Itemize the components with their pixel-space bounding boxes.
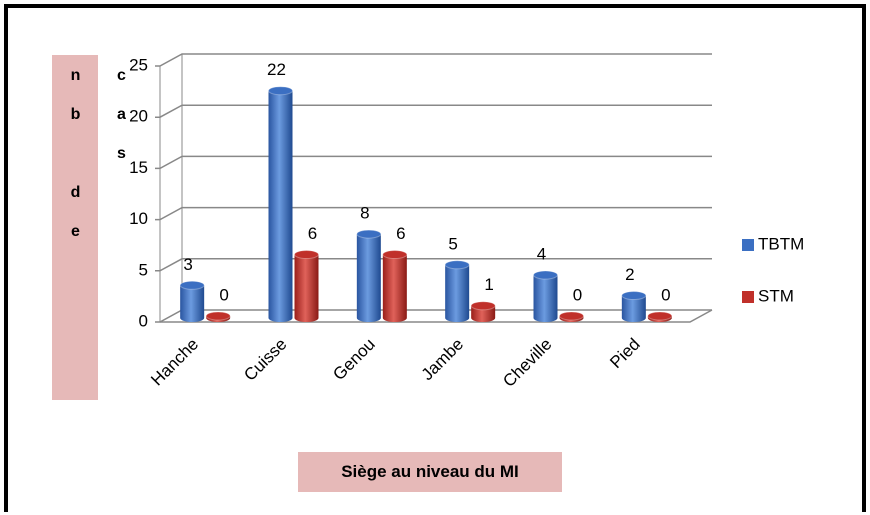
bar-body: [445, 264, 470, 322]
bar: [382, 250, 408, 322]
bar: [356, 229, 382, 322]
bar-body: [471, 305, 496, 322]
y-axis-label: nb de cas: [52, 55, 130, 400]
data-label: 2: [625, 265, 634, 284]
grid-line: [155, 104, 712, 118]
bar-body: [382, 254, 407, 322]
bar-top: [470, 301, 496, 311]
data-label: 5: [448, 234, 457, 253]
bar-top: [179, 280, 205, 290]
y-tick-label: 5: [139, 260, 148, 279]
data-label: 0: [573, 285, 582, 304]
bar-body: [268, 90, 293, 322]
x-tick-label: Genou: [329, 335, 379, 385]
data-label: 1: [484, 275, 493, 294]
bar: [179, 280, 205, 322]
data-label: 3: [183, 255, 192, 274]
bar: [470, 301, 496, 322]
bar: [647, 311, 673, 322]
data-label: 22: [267, 60, 286, 79]
bar: [559, 311, 584, 322]
bar-top: [621, 291, 647, 301]
bar-body: [294, 254, 319, 322]
x-tick-label: Cuisse: [240, 335, 290, 385]
x-axis-label: Siège au niveau du MI: [298, 452, 562, 492]
grid-line: [155, 258, 712, 272]
bar-top: [356, 229, 382, 239]
bar-top: [294, 250, 319, 260]
y-tick-label: 25: [129, 55, 148, 74]
data-label: 0: [219, 285, 228, 304]
bar-top: [268, 86, 293, 96]
data-label: 4: [537, 245, 546, 264]
bar-top: [559, 311, 584, 321]
legend-label: TBTM: [758, 234, 804, 253]
grid-line: [155, 155, 712, 170]
data-label: 6: [396, 224, 405, 243]
bar: [268, 86, 293, 322]
grid-line: [155, 53, 712, 67]
back-wall: [159, 54, 183, 323]
bar: [621, 291, 647, 322]
bar-body: [533, 275, 558, 322]
x-tick-label: Cheville: [499, 335, 555, 391]
bar-top: [647, 311, 673, 321]
y-tick-label: 15: [129, 158, 148, 177]
data-label: 6: [308, 224, 317, 243]
x-tick-label: Pied: [606, 335, 643, 372]
legend-swatch: [742, 291, 754, 303]
bar: [533, 270, 558, 322]
bar-top: [533, 270, 558, 280]
legend-swatch: [742, 239, 754, 251]
data-label: 0: [661, 285, 670, 304]
y-tick-label: 10: [129, 209, 148, 228]
bar: [444, 260, 470, 322]
bar-top: [205, 311, 231, 321]
data-label: 8: [360, 204, 369, 223]
grid-line: [155, 206, 712, 221]
bar: [294, 250, 319, 322]
legend-label: STM: [758, 286, 794, 305]
bar-body: [621, 295, 646, 322]
x-tick-label: Jambe: [418, 335, 468, 385]
x-tick-label: Hanche: [147, 335, 202, 390]
y-tick-label: 20: [129, 107, 148, 126]
frame: [4, 4, 866, 512]
floor: [160, 309, 713, 323]
bar-body: [180, 285, 205, 322]
bar-top: [444, 260, 470, 270]
bar-top: [382, 250, 408, 260]
y-tick-label: 0: [139, 311, 148, 330]
bar-body: [356, 234, 381, 322]
bar: [205, 311, 231, 322]
